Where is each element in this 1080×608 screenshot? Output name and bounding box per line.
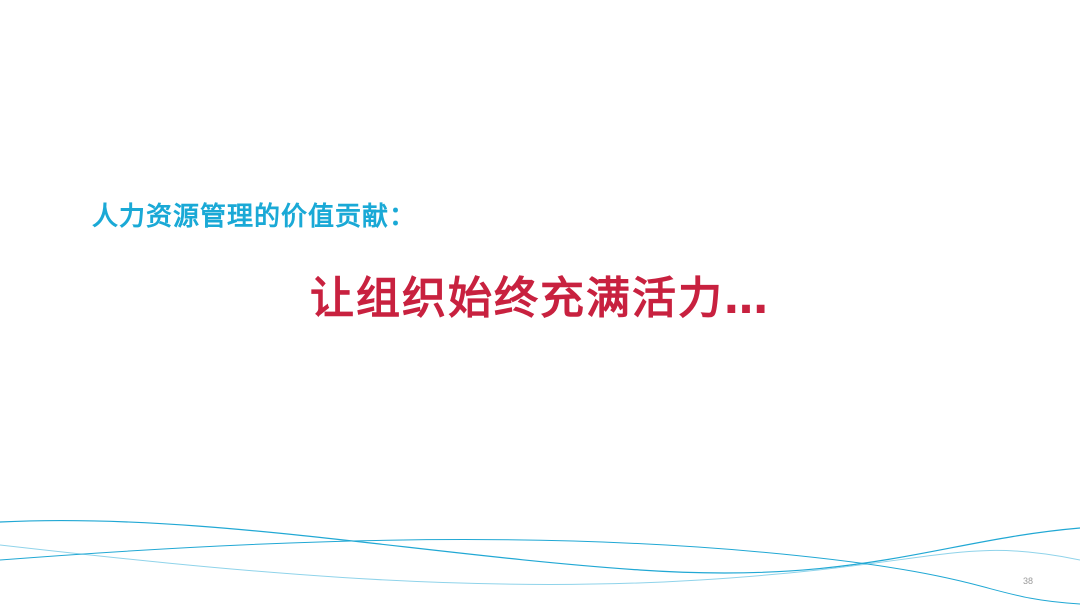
wave-line-2 (0, 544, 1080, 586)
wave-line-3 (0, 539, 1080, 605)
decorative-waves (0, 519, 1080, 605)
wave-line-1 (0, 519, 1080, 574)
slide-headline: 让组织始终充满活力… (310, 273, 770, 324)
page-number: 38 (1022, 576, 1033, 586)
slide-subtitle: 人力资源管理的价值贡献： (92, 202, 417, 232)
